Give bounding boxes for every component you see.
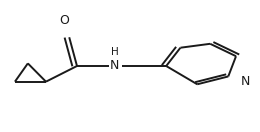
Text: N: N [110,59,119,72]
Text: O: O [59,14,69,27]
Text: N: N [240,75,250,88]
Text: H: H [110,47,118,57]
